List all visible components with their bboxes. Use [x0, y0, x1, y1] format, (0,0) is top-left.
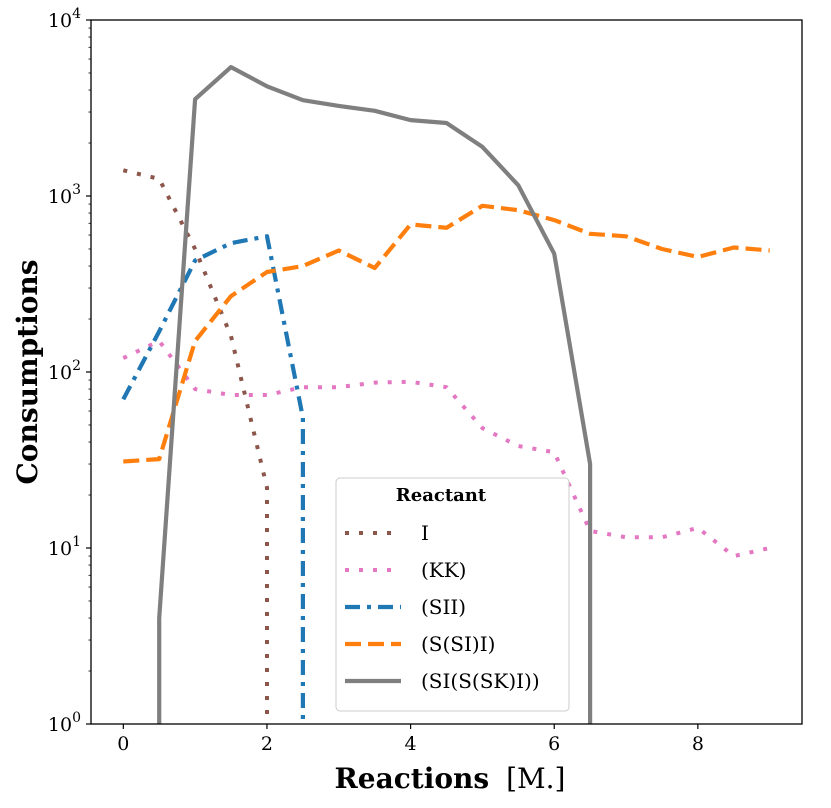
legend-box [335, 477, 570, 712]
x-axis-label: Reactions [M.] [335, 762, 566, 795]
y-tick-label: 102 [48, 358, 81, 384]
series-line-4 [157, 65, 593, 724]
legend-label-1: (KK) [421, 558, 467, 582]
series-line-1 [122, 339, 771, 559]
y-axis-label: Consumptions [11, 259, 44, 484]
x-tick-label: 6 [548, 733, 560, 755]
series-line-0 [122, 168, 269, 724]
legend: Reactant I (KK) (SII) (S(SI)I) (SI(S(SK)I)) [335, 477, 570, 712]
x-tick-label: 8 [692, 733, 704, 755]
legend-label-0: I [421, 521, 429, 545]
series-line-2 [121, 234, 305, 724]
y-tick-label: 100 [48, 710, 81, 736]
y-tick-label: 104 [48, 6, 81, 32]
y-tick-label: 101 [48, 534, 81, 560]
legend-label-4: (SI(S(SK)I)) [421, 669, 540, 693]
y-tick-label: 103 [48, 182, 81, 208]
x-axis-label-unit: [M.] [506, 762, 565, 795]
x-tick-label: 4 [405, 733, 417, 755]
ticks-layer: 0 2 4 6 8 100 101 102 103 104 [48, 6, 704, 755]
legend-label-2: (SII) [421, 595, 466, 619]
legend-label-3: (S(SI)I) [421, 632, 495, 656]
series-line-3 [123, 203, 770, 464]
x-tick-label: 0 [117, 733, 129, 755]
x-tick-label: 2 [261, 733, 273, 755]
legend-title: Reactant [396, 485, 487, 506]
series-layer [121, 65, 771, 724]
x-axis-label-main: Reactions [335, 762, 490, 795]
legend-items: I (KK) (SII) (S(SI)I) (SI(S(SK)I)) [345, 521, 540, 693]
